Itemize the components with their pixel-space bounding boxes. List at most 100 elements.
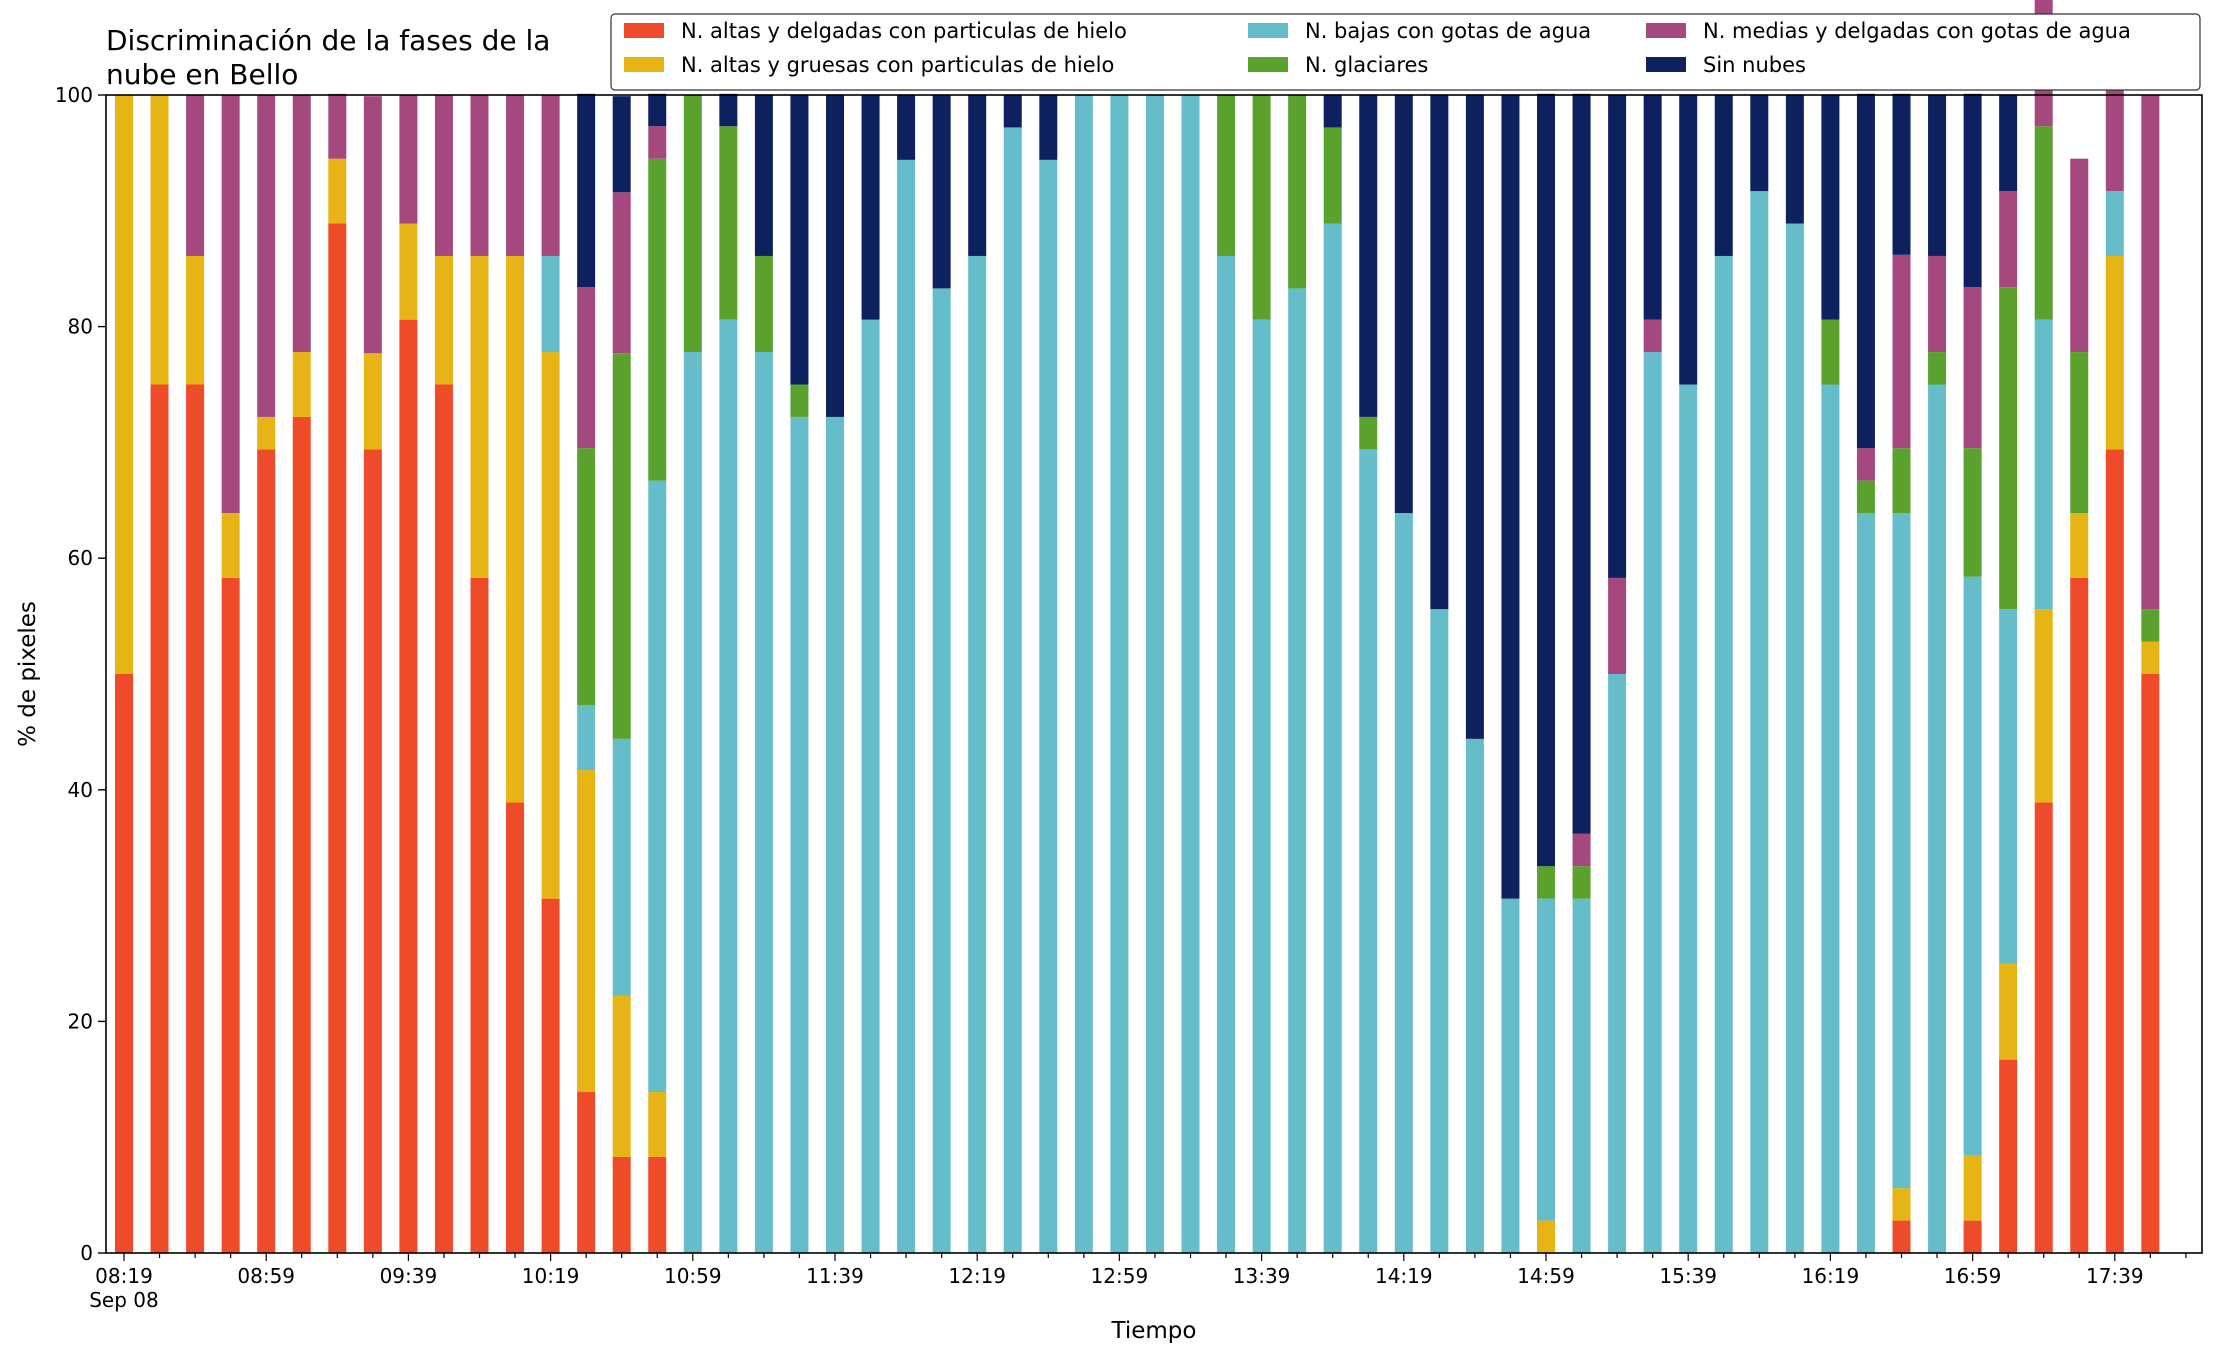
bar-segment-s5-44: [1679, 95, 1698, 385]
bar-segment-s3-13: [577, 448, 596, 706]
bar-segment-s3-54: [2034, 126, 2053, 320]
bar-segment-s3-18: [754, 255, 773, 353]
y-tick-label: 0: [80, 1241, 93, 1265]
bar-segment-s3-51: [1928, 352, 1947, 385]
y-tick-label: 80: [68, 315, 93, 339]
bar-segment-s4-42: [1608, 577, 1627, 674]
bar-segment-s1-54: [2034, 609, 2053, 803]
bar-segment-s2-25: [1003, 127, 1022, 1253]
ticks-group: 0 20 40 60 80 100 08:19 08:59 09:39 10:19 10:59 11:…: [55, 83, 2187, 1312]
bar-segment-s5-40: [1537, 93, 1555, 867]
bar-segment-s2-37: [1430, 609, 1449, 1253]
legend-frame: [610, 13, 2201, 91]
bar-segment-s2-23: [932, 288, 951, 1253]
bar-segment-s3-31: [1217, 95, 1236, 256]
legend-swatch: [1248, 23, 1288, 38]
bars-group: [115, 0, 2160, 1254]
x-tick-label: 16:19: [1802, 1264, 1860, 1288]
bar-segment-s5-17: [719, 93, 738, 127]
bar-segment-s1-0: [115, 95, 133, 674]
x-tick-label: 15:39: [1659, 1264, 1717, 1288]
bar-segment-s3-33: [1288, 95, 1307, 289]
bar-segment-s4-3: [221, 95, 240, 514]
y-axis-label: % de pixeles: [15, 601, 41, 747]
bar-segment-s4-8: [399, 95, 418, 224]
bar-segment-s2-47: [1785, 223, 1804, 1253]
chart-title-line: nube en Bello: [106, 58, 298, 91]
bar-segment-s2-36: [1394, 513, 1413, 1253]
legend-label: N. medias y delgadas con gotas de agua: [1703, 19, 2131, 43]
chart-title-line: Discriminación de la fases de la: [106, 24, 550, 57]
bar-segment-s0-52: [1963, 1220, 1982, 1253]
bar-segment-s3-15: [648, 158, 667, 481]
bar-segment-s1-5: [292, 352, 311, 417]
y-tick-label: 20: [68, 1009, 93, 1033]
bar-segment-s2-50: [1892, 513, 1911, 1189]
bar-segment-s4-11: [506, 95, 525, 256]
bar-segment-s1-50: [1892, 1188, 1911, 1221]
bar-segment-s3-40: [1537, 866, 1555, 899]
bar-segment-s2-16: [683, 352, 702, 1254]
bar-segment-s2-38: [1465, 738, 1484, 1253]
bar-segment-s5-23: [932, 95, 951, 289]
bar-segment-s5-45: [1714, 95, 1733, 256]
bar-segment-s1-56: [2105, 255, 2124, 450]
bar-segment-s0-2: [186, 384, 205, 1253]
legend: N. altas y delgadas con particulas de hi…: [610, 13, 2201, 91]
bar-segment-s0-55: [2070, 577, 2089, 1253]
bar-segment-s4-2: [186, 95, 205, 256]
bar-segment-s2-52: [1963, 576, 1982, 1156]
bar-segment-s2-28: [1110, 95, 1129, 1253]
bar-segment-s5-39: [1501, 95, 1520, 899]
bar-segment-s5-50: [1892, 93, 1911, 255]
bar-segment-s2-43: [1643, 352, 1662, 1254]
bar-segment-s3-52: [1963, 448, 1982, 577]
bar-segment-s4-9: [434, 95, 453, 256]
bar-segment-s3-49: [1856, 480, 1875, 514]
bar-segment-s5-35: [1359, 95, 1378, 417]
bar-segment-s0-1: [150, 384, 169, 1253]
bar-segment-s1-7: [363, 353, 382, 450]
bar-segment-s0-8: [399, 319, 418, 1253]
x-tick-label: 17:39: [2086, 1264, 2144, 1288]
bar-segment-s4-57: [2141, 95, 2160, 610]
bar-segment-s4-51: [1928, 255, 1947, 353]
x-tick-label: 12:59: [1091, 1264, 1149, 1288]
legend-label: N. altas y delgadas con particulas de hi…: [681, 19, 1127, 43]
bar-segment-s4-5: [292, 95, 311, 353]
bar-segment-s5-41: [1572, 93, 1591, 834]
bar-segment-s5-49: [1856, 93, 1875, 449]
bar-segment-s0-3: [221, 577, 240, 1253]
x-axis-label: Tiempo: [1111, 1318, 1197, 1344]
bar-segment-s2-44: [1679, 384, 1698, 1253]
bar-segment-s5-37: [1430, 95, 1449, 610]
bar-segment-s2-54: [2034, 319, 2053, 610]
bar-segment-s5-19: [790, 95, 809, 385]
bar-segment-s0-0: [115, 674, 133, 1253]
x-tick-label: 11:39: [806, 1264, 864, 1288]
bar-segment-s4-15: [648, 126, 667, 159]
y-tick-label: 60: [68, 546, 93, 570]
bar-segment-s5-46: [1750, 95, 1769, 192]
bar-segment-s4-4: [257, 95, 276, 417]
bar-segment-s0-12: [541, 898, 560, 1253]
bar-segment-s4-50: [1892, 254, 1911, 449]
x-tick-label: 12:19: [948, 1264, 1006, 1288]
bar-segment-s1-52: [1963, 1155, 1982, 1221]
x-date-label: Sep 08: [89, 1288, 159, 1312]
bar-segment-s5-36: [1394, 95, 1413, 514]
bar-segment-s0-53: [1999, 1059, 2018, 1253]
x-tick-label: 14:59: [1517, 1264, 1575, 1288]
legend-swatch: [624, 57, 664, 72]
bar-segment-s2-34: [1323, 223, 1342, 1253]
bar-segment-s0-6: [328, 223, 347, 1253]
bar-segment-s3-16: [683, 95, 702, 353]
bar-segment-s5-22: [897, 95, 916, 160]
legend-swatch: [1646, 57, 1686, 72]
bar-segment-s1-14: [612, 995, 631, 1157]
bar-segment-s2-46: [1750, 191, 1769, 1254]
bar-segment-s1-6: [328, 158, 347, 224]
bar-segment-s2-20: [826, 416, 844, 1253]
bar-segment-s2-41: [1572, 898, 1591, 1253]
legend-label: N. glaciares: [1305, 53, 1428, 77]
